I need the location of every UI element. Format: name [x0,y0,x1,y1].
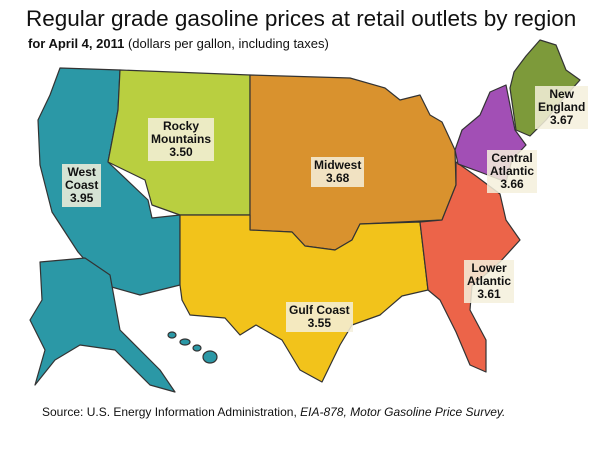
label-new-england: New England 3.67 [535,86,589,129]
label-central-atlantic: Central Atlantic 3.66 [487,150,538,193]
map-subtitle: for April 4, 2011 (dollars per gallon, i… [28,36,329,51]
subtitle-units: (dollars per gallon, including taxes) [124,36,329,51]
label-lower-atlantic: Lower Atlantic 3.61 [464,260,515,303]
region-gulf-coast [179,214,429,383]
label-rocky-mountains: Rocky Mountains 3.50 [148,118,214,161]
region-alaska [29,257,176,393]
region-hawaii [167,331,218,364]
map-title: Regular grade gasoline prices at retail … [26,6,577,31]
subtitle-date: for April 4, 2011 [28,36,125,51]
source-note: Source: U.S. Energy Information Administ… [42,405,506,419]
label-gulf-coast: Gulf Coast 3.55 [286,302,353,332]
label-midwest: Midwest 3.68 [311,157,365,187]
label-west-coast: West Coast 3.95 [62,164,102,207]
